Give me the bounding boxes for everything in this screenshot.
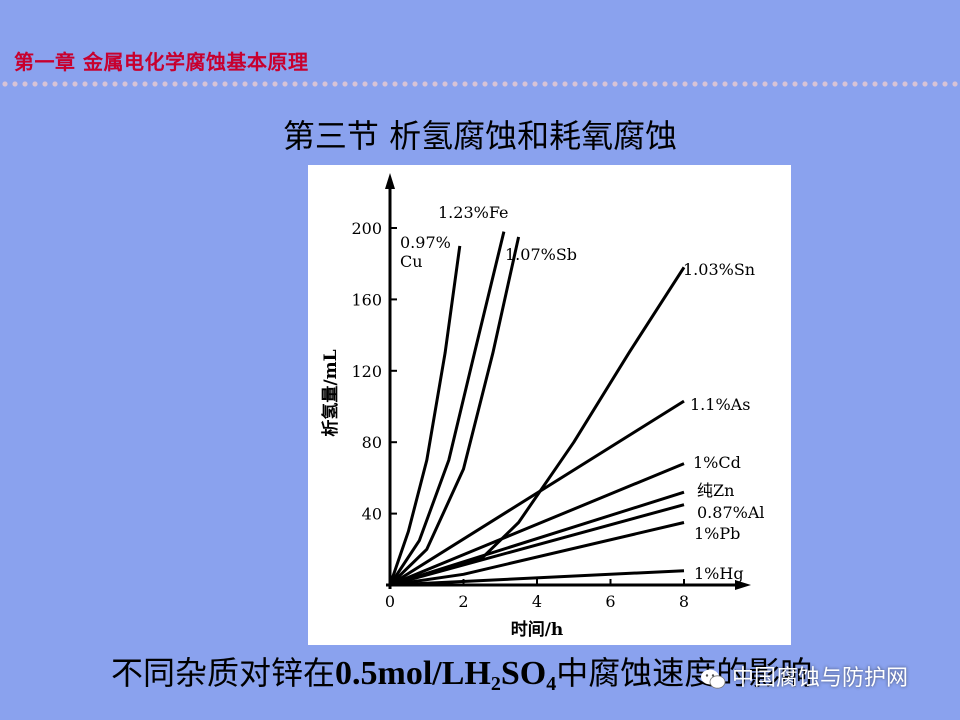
- series-line: [389, 503, 685, 587]
- series-line: [388, 245, 462, 586]
- series-line: [389, 462, 685, 587]
- series-label: 纯Zn: [697, 481, 734, 500]
- series-line: [389, 521, 685, 587]
- series-label-line: 0.97%: [400, 233, 451, 252]
- watermark: 中国腐蚀与防护网: [700, 660, 908, 692]
- chapter-title: 第一章 金属电化学腐蚀基本原理: [14, 50, 309, 74]
- watermark-text: 中国腐蚀与防护网: [732, 666, 909, 691]
- series-label-line: 0.87%Al: [697, 503, 765, 522]
- x-axis-arrow: [735, 580, 751, 590]
- series-line: [389, 399, 685, 587]
- y-axis-label: 析氢量/mL: [320, 349, 341, 436]
- series-label-line: 纯Zn: [697, 481, 734, 500]
- series-label-line: Cu: [400, 252, 423, 271]
- series-label-line: 1.23%Fe: [438, 203, 509, 222]
- series-line: [388, 231, 506, 586]
- figure-caption: 不同杂质对锌在0.5mol/LH2SO4中腐蚀速度的影响: [111, 648, 812, 696]
- wechat-icon: [701, 669, 726, 689]
- series-line: [389, 569, 685, 587]
- x-tick-label: 0: [385, 592, 395, 611]
- section-title: 第三节 析氢腐蚀和耗氧腐蚀: [0, 111, 960, 157]
- series-line: [389, 490, 685, 587]
- caption-sub-b: 4: [546, 673, 557, 695]
- x-tick-label: 6: [605, 592, 615, 611]
- y-tick-label: 80: [362, 433, 382, 452]
- series-label: 0.97% Cu: [400, 233, 451, 271]
- caption-suffix: 中腐蚀速度的影响: [556, 654, 813, 692]
- caption-formula-b: SO: [500, 655, 547, 692]
- x-tick-label: 8: [679, 592, 689, 611]
- series-label-line: 1%Cd: [693, 453, 741, 472]
- series-label-line: 1%Pb: [694, 524, 740, 543]
- series-label: 1%Pb: [694, 524, 740, 543]
- dotted-divider: [0, 79, 960, 91]
- series-label: 1.1%As: [690, 395, 750, 414]
- series-label: 1.23%Fe: [438, 203, 509, 222]
- series-label: 1%Hg: [694, 564, 744, 583]
- section-title-text: 第三节 析氢腐蚀和耗氧腐蚀: [282, 117, 678, 155]
- x-tick-label: 2: [458, 592, 468, 611]
- series-label: 1%Cd: [693, 453, 741, 472]
- caption-formula: 0.5mol/LH2SO4: [335, 655, 557, 695]
- chart-figure: 40 80 120 160 200 0 2 4 6 8 时间/h 析氢量/mL 0.97% Cu 1.23%…: [308, 165, 791, 645]
- series-label-line: 1.07%Sb: [505, 245, 577, 264]
- y-tick-label: 40: [362, 505, 382, 524]
- caption-sub-a: 2: [490, 673, 501, 695]
- x-tick-label: 4: [532, 592, 542, 611]
- y-tick-label: 200: [351, 219, 382, 238]
- x-axis-label: 时间/h: [511, 619, 564, 640]
- hydrogen-evolution-chart: 40 80 120 160 200 0 2 4 6 8 时间/h 析氢量/mL 0.97% Cu 1.23%…: [320, 173, 765, 640]
- series-label-line: 1.1%As: [690, 395, 750, 414]
- series-label-line: 1.03%Sn: [683, 260, 755, 279]
- y-tick-label: 160: [351, 290, 382, 309]
- series-line: [388, 236, 521, 587]
- series-label-line: 1%Hg: [694, 564, 744, 583]
- caption-formula-a: 0.5mol/LH: [335, 655, 491, 692]
- series-label: 0.87%Al: [697, 503, 765, 522]
- y-axis-arrow: [385, 173, 395, 189]
- caption-prefix: 不同杂质对锌在: [111, 654, 336, 692]
- y-tick-label: 120: [351, 362, 382, 381]
- series-label: 1.07%Sb: [505, 245, 577, 264]
- series-label: 1.03%Sn: [683, 260, 755, 279]
